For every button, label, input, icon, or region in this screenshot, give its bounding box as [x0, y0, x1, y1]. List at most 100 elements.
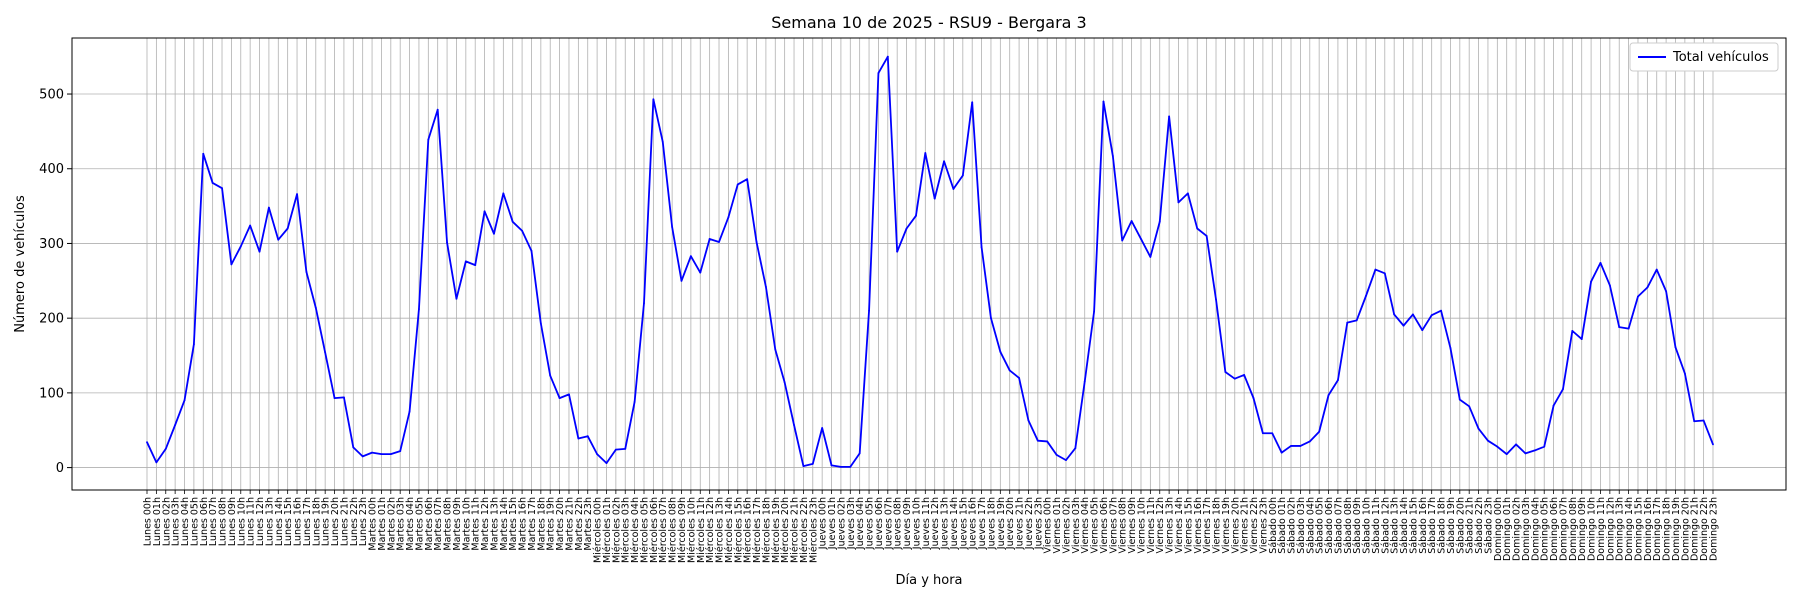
- data-point: [314, 306, 317, 309]
- data-point: [249, 224, 252, 227]
- data-point: [793, 424, 795, 426]
- x-tick-label: Sábado 21h: [1465, 497, 1476, 554]
- x-tick-label: Miércoles 01h: [602, 497, 613, 563]
- data-point: [802, 465, 805, 467]
- x-tick-label: Viernes 02h: [1061, 497, 1072, 553]
- data-point: [774, 348, 777, 351]
- data-point: [586, 435, 589, 438]
- data-point: [1111, 155, 1114, 157]
- data-point: [1421, 329, 1424, 332]
- x-tick-label: Viernes 15h: [1183, 497, 1194, 553]
- data-point: [1712, 443, 1714, 446]
- x-tick-label: Lunes 08h: [218, 497, 229, 546]
- x-tick-label: Miércoles 12h: [705, 497, 716, 563]
- x-tick-label: Jueves 14h: [949, 497, 960, 550]
- data-point: [530, 250, 533, 252]
- x-tick-label: Sábado 20h: [1455, 497, 1466, 554]
- x-tick-label: Sábado 05h: [1315, 497, 1326, 554]
- data-point: [699, 271, 702, 274]
- x-tick-label: Sábado 23h: [1483, 497, 1494, 554]
- x-tick-label: Viernes 10h: [1136, 497, 1147, 553]
- x-tick-label: Jueves 20h: [1005, 497, 1016, 550]
- data-point: [427, 138, 430, 141]
- data-point: [1646, 286, 1649, 289]
- x-tick-label: Viernes 07h: [1108, 497, 1119, 553]
- x-tick-label: Viernes 17h: [1202, 497, 1213, 553]
- data-point: [155, 461, 158, 464]
- x-tick-label: Martes 00h: [368, 497, 379, 551]
- data-point: [605, 462, 608, 465]
- x-tick-label: Miércoles 19h: [771, 497, 782, 563]
- legend-label: Total vehículos: [1672, 50, 1769, 65]
- x-tick-label: Domingo 03h: [1521, 497, 1532, 561]
- data-point: [1487, 439, 1489, 442]
- x-tick-label: Sábado 06h: [1324, 497, 1335, 554]
- data-point: [1261, 432, 1264, 435]
- data-point: [474, 264, 477, 267]
- data-point: [258, 250, 261, 253]
- x-tick-label: Lunes 19h: [321, 497, 332, 546]
- data-point: [399, 450, 402, 453]
- data-point: [577, 437, 580, 440]
- data-point: [1637, 295, 1639, 298]
- data-point: [999, 350, 1002, 353]
- x-tick-label: Lunes 03h: [171, 497, 182, 546]
- x-tick-label: Jueves 19h: [996, 497, 1007, 550]
- x-tick-label: Domingo 12h: [1605, 497, 1616, 561]
- x-tick-label: Jueves 11h: [921, 497, 932, 550]
- data-point: [1430, 314, 1433, 317]
- data-point: [643, 302, 645, 305]
- data-point: [1327, 394, 1330, 397]
- x-tick-label: Domingo 08h: [1568, 497, 1579, 561]
- data-point: [568, 393, 570, 396]
- data-point: [1524, 452, 1527, 455]
- data-point: [915, 214, 917, 217]
- x-tick-label: Martes 02h: [386, 497, 397, 551]
- data-point: [1440, 309, 1442, 312]
- legend: Total vehículos: [1629, 42, 1779, 72]
- x-tick-label: Viernes 21h: [1240, 497, 1251, 553]
- x-tick-label: Viernes 14h: [1174, 497, 1185, 553]
- x-tick-label: Martes 19h: [546, 497, 557, 551]
- x-tick-label: Lunes 18h: [311, 497, 322, 546]
- x-tick-label: Jueves 10h: [911, 497, 922, 550]
- x-tick-label: Viernes 19h: [1221, 497, 1232, 553]
- data-point: [1271, 432, 1274, 435]
- data-point: [1393, 313, 1396, 316]
- data-point: [305, 270, 308, 273]
- data-point: [1233, 377, 1236, 380]
- data-point: [221, 187, 223, 190]
- data-point: [239, 245, 242, 248]
- x-tick-label: Viernes 16h: [1193, 497, 1204, 553]
- x-tick-label: Domingo 00h: [1493, 497, 1504, 561]
- data-point: [1562, 388, 1564, 391]
- data-point: [1243, 374, 1246, 376]
- x-tick-label: Lunes 16h: [293, 497, 304, 546]
- data-point: [1665, 290, 1668, 293]
- x-tick-label: Lunes 01h: [152, 497, 163, 546]
- y-tick-label: 400: [39, 162, 64, 177]
- data-point: [886, 55, 889, 58]
- x-tick-label: Jueves 18h: [986, 497, 997, 550]
- data-point: [877, 72, 880, 75]
- x-tick-label: Domingo 11h: [1596, 497, 1607, 561]
- data-point: [755, 241, 758, 243]
- data-point: [521, 229, 523, 232]
- data-point: [680, 279, 683, 282]
- x-tick-label: Miércoles 09h: [677, 497, 688, 563]
- data-point: [1449, 347, 1452, 349]
- x-tick-label: Jueves 16h: [968, 497, 979, 550]
- data-point: [1571, 329, 1574, 332]
- data-point: [1383, 272, 1386, 275]
- x-tick-label: Lunes 22h: [349, 497, 360, 546]
- x-tick-label: Miércoles 00h: [593, 497, 604, 563]
- data-point: [380, 453, 383, 456]
- data-point: [718, 241, 720, 243]
- x-tick-label: Domingo 19h: [1671, 497, 1682, 561]
- x-tick-label: Sábado 00h: [1268, 497, 1279, 554]
- data-point: [324, 351, 327, 354]
- x-tick-label: Lunes 13h: [264, 497, 275, 546]
- data-point: [689, 255, 692, 258]
